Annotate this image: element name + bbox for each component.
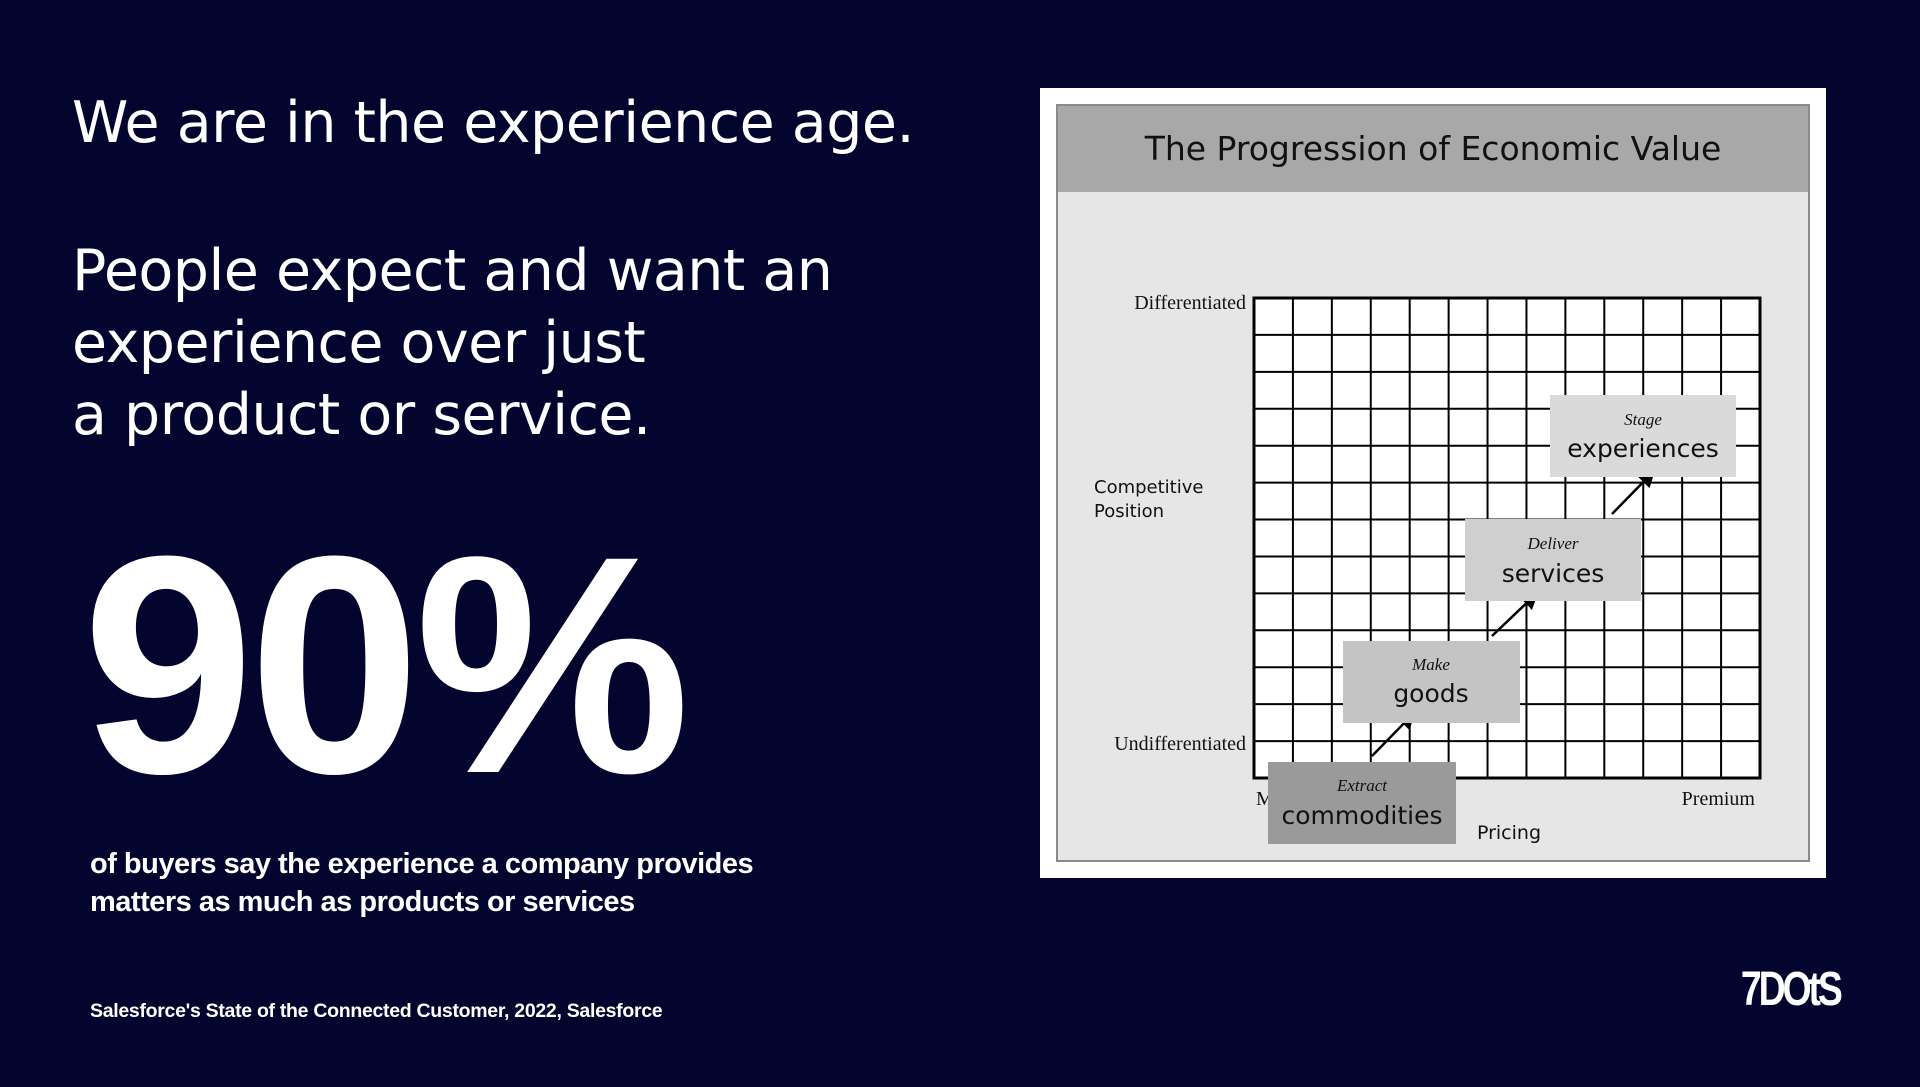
stage-noun: experiences	[1567, 434, 1719, 463]
source-citation: Salesforce's State of the Connected Cust…	[90, 1000, 663, 1022]
headline: We are in the experience age.	[72, 90, 915, 156]
arrow	[1611, 469, 1656, 515]
company-logo: 7DOtS	[1741, 963, 1843, 1016]
economic-value-figure: The Progression of Economic Value Differ…	[1040, 88, 1826, 878]
stage-noun: commodities	[1281, 801, 1442, 830]
y-top-label: Differentiated	[1134, 292, 1246, 314]
y-axis-label-line: Position	[1094, 501, 1164, 522]
caption-line: matters as much as products or services	[90, 886, 635, 918]
stage-noun: goods	[1393, 679, 1468, 708]
stage-verb: Extract	[1336, 776, 1388, 795]
stage-box-goods: Make goods	[1343, 641, 1520, 723]
figure-panel: The Progression of Economic Value Differ…	[1056, 104, 1810, 862]
stage-noun: services	[1502, 559, 1605, 588]
stage-verb: Deliver	[1527, 534, 1579, 553]
y-axis-label-line: Competitive	[1094, 477, 1203, 498]
stage-verb: Make	[1411, 655, 1450, 674]
stage-box-services: Deliver services	[1465, 519, 1641, 601]
caption-line: of buyers say the experience a company p…	[90, 848, 754, 880]
stage-box-experiences: Stage experiences	[1550, 395, 1736, 477]
figure-title: The Progression of Economic Value	[1058, 106, 1808, 192]
x-axis-label: Pricing	[1477, 822, 1541, 844]
stage-verb: Stage	[1624, 410, 1662, 429]
stat-percentage: 90%	[82, 491, 690, 838]
stage-box-commodities: Extract commodities	[1268, 762, 1456, 844]
subhead-line: People expect and want an	[72, 238, 833, 304]
progression-diagram: Differentiated Undifferentiated Competit…	[1094, 292, 1762, 844]
y-bottom-label: Undifferentiated	[1114, 733, 1246, 755]
stat-caption: of buyers say the experience a company p…	[90, 845, 890, 921]
subhead: People expect and want an experience ove…	[72, 235, 892, 451]
subhead-line: a product or service.	[72, 382, 651, 448]
x-right-label: Premium	[1682, 788, 1756, 810]
subhead-line: experience over just	[72, 310, 646, 376]
